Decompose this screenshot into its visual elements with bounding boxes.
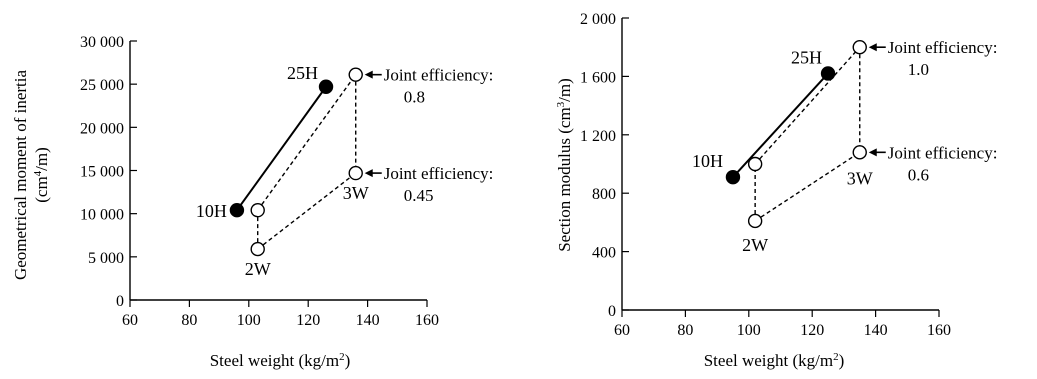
left-annotation-arrow-head [364, 169, 373, 178]
right-y-tick-label: 1 200 [580, 128, 616, 145]
right-x-tick-label: 60 [614, 322, 630, 339]
left-y-tick-label: 0 [116, 293, 124, 310]
left-y-axis-title-line2: (cm4/m) [32, 147, 51, 203]
right-annotation-line1: Joint efficiency: [888, 38, 998, 57]
right-y-axis-title: Section modulus (cm3/m) [555, 78, 574, 252]
right-point-label-10h: 10H [692, 151, 723, 171]
left-y-tick-label: 5 000 [88, 250, 124, 267]
right-solid-series-line [732, 72, 829, 178]
right-y-tick-label: 2 000 [580, 11, 616, 28]
left-dashed-series-line [257, 172, 357, 250]
right-point-25h [820, 66, 836, 81]
right-y-tick-label: 1 600 [580, 69, 616, 86]
right-annotation-line1: Joint efficiency: [888, 143, 998, 162]
right-dashed-series-line [754, 46, 861, 165]
right-annotation-line2: 1.0 [908, 60, 929, 79]
left-plot-area: 60 80 100 120 140 160 0 5 000 10 000 15 000 20 000… [80, 34, 493, 329]
left-point-label-10h: 10H [196, 201, 227, 221]
right-y-tick-label: 400 [592, 245, 616, 262]
left-point-25h [318, 79, 334, 94]
left-point-2w [250, 241, 265, 257]
left-x-tick-label: 140 [356, 312, 380, 329]
left-point-3w [348, 165, 363, 181]
right-point-10h [725, 169, 741, 185]
left-point-label-3w: 3W [343, 183, 369, 203]
right-point-label-25h: 25H [791, 47, 822, 67]
right-annotation-arrow-head [868, 43, 877, 52]
left-annotation-line1: Joint efficiency: [384, 66, 494, 85]
left-point-3wt [348, 67, 363, 82]
left-annotation-line1: Joint efficiency: [384, 164, 494, 183]
right-point-3w [852, 145, 867, 160]
right-point-label-3w: 3W [847, 168, 873, 188]
right-annotation-line2: 0.6 [908, 165, 929, 184]
left-annotation-arrow-head [364, 70, 373, 79]
left-y-axis-title-line1: Geometrical moment of inertia [11, 70, 30, 281]
left-annotation-line2: 0.8 [404, 88, 425, 107]
right-plot-area: 60 80 100 120 140 160 0 400 800 1 200 1 600 2 000 10… [580, 11, 997, 339]
right-y-tick-label: 0 [608, 303, 616, 320]
left-point-10h [229, 203, 245, 218]
left-y-tick-label: 15 000 [80, 164, 124, 181]
left-x-tick-label: 120 [296, 312, 320, 329]
right-dashed-series-line [754, 151, 861, 222]
left-point-label-2w: 2W [245, 259, 271, 279]
left-chart: Steel weight (kg/m2) Geometrical moment … [11, 70, 350, 370]
right-point-3wt [852, 40, 867, 55]
left-y-tick-label: 10 000 [80, 207, 124, 224]
right-point-2w [747, 213, 763, 229]
right-y-tick-label: 800 [592, 186, 616, 203]
right-annotation-arrow-head [868, 148, 877, 157]
left-x-tick-label: 60 [122, 312, 138, 329]
left-x-axis-title: Steel weight (kg/m2) [210, 351, 351, 370]
right-x-tick-label: 160 [927, 322, 951, 339]
left-dashed-series-line [257, 74, 357, 211]
left-solid-series-line [236, 86, 327, 211]
right-point-2wb [747, 156, 763, 172]
right-x-tick-label: 80 [677, 322, 693, 339]
right-x-tick-label: 140 [864, 322, 888, 339]
left-point-2wb [250, 203, 265, 218]
left-x-tick-label: 80 [181, 312, 197, 329]
right-chart: Steel weight (kg/m2) Section modulus (cm… [555, 78, 844, 370]
left-x-tick-label: 100 [237, 312, 261, 329]
right-x-axis-title: Steel weight (kg/m2) [704, 351, 845, 370]
left-point-label-25h: 25H [287, 63, 318, 83]
left-y-tick-label: 30 000 [80, 34, 124, 51]
right-x-tick-label: 100 [737, 322, 761, 339]
left-x-tick-label: 160 [415, 312, 439, 329]
right-x-tick-label: 120 [800, 322, 824, 339]
left-y-tick-label: 25 000 [80, 77, 124, 94]
right-point-label-2w: 2W [742, 235, 768, 255]
left-annotation-line2: 0.45 [404, 186, 434, 205]
left-y-tick-label: 20 000 [80, 120, 124, 137]
